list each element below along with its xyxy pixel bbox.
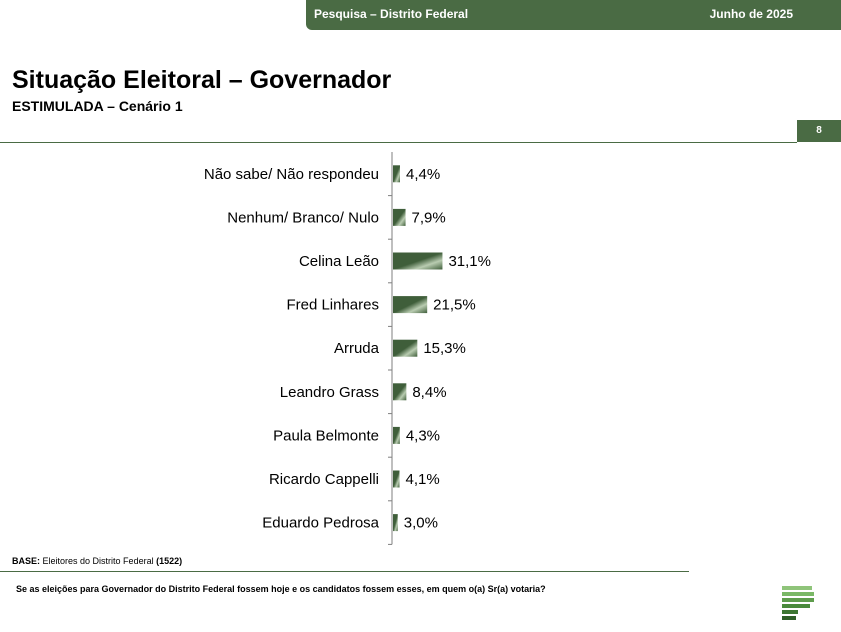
base-label: BASE: [12,556,41,566]
bar [393,339,418,357]
data-label: 31,1% [448,253,491,270]
category-label: Celina Leão [299,253,379,270]
data-label: 4,4% [406,166,440,183]
category-label: Não sabe/ Não respondeu [204,166,379,183]
page-subtitle: ESTIMULADA – Cenário 1 [12,98,183,114]
bar [393,426,400,444]
survey-label: Pesquisa – Distrito Federal [314,7,469,21]
bar [393,470,400,488]
data-label: 4,1% [406,471,440,488]
page-title: Situação Eleitoral – Governador [12,66,392,94]
category-label: Ricardo Cappelli [269,471,379,488]
data-label: 7,9% [412,209,446,226]
bar [393,514,398,532]
bar [393,208,406,226]
category-label: Arruda [334,340,380,357]
data-label: 3,0% [404,515,438,532]
category-label: Nenhum/ Branco/ Nulo [227,209,379,226]
data-label: 4,3% [406,427,440,444]
date-label: Junho de 2025 [709,7,793,21]
company-logo-icon [782,586,814,620]
base-count: (1522) [156,556,183,566]
data-label: 21,5% [433,297,476,314]
category-label: Leandro Grass [280,384,379,401]
survey-question: Se as eleições para Governador do Distri… [16,584,546,594]
base-text: Eleitores do Distrito Federal [42,556,154,566]
page-number-badge: 8 [797,120,841,142]
data-label: 8,4% [412,384,446,401]
header-bar: Pesquisa – Distrito Federal Junho de 202… [306,0,841,30]
base-note: BASE: Eleitores do Distrito Federal (152… [12,556,182,566]
bar [393,165,400,183]
footer-divider [0,571,689,572]
bar [393,383,407,401]
category-label: Paula Belmonte [273,427,379,444]
bar [393,252,443,270]
category-label: Fred Linhares [286,297,379,314]
header-divider [0,142,797,143]
category-label: Eduardo Pedrosa [262,515,379,532]
bar [393,296,428,314]
data-label: 15,3% [423,340,466,357]
